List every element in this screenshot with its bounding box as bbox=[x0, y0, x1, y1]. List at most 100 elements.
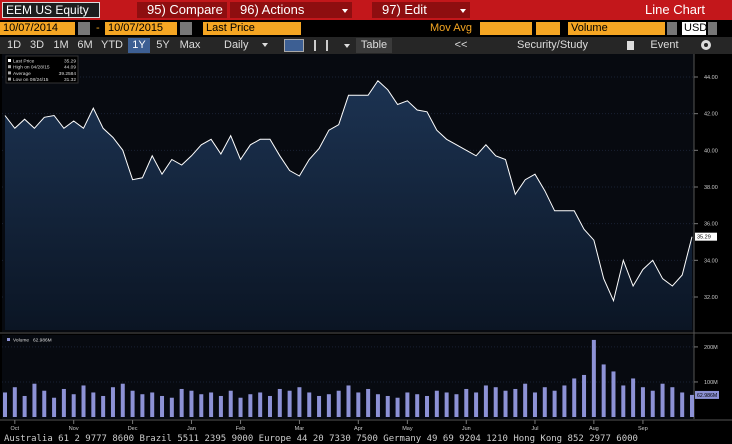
volume-bar bbox=[532, 392, 537, 417]
volume-bar bbox=[307, 392, 312, 417]
volume-bar bbox=[591, 339, 596, 417]
volume-bar bbox=[248, 394, 253, 417]
legend-value: 39.2584 bbox=[59, 71, 77, 77]
volume-bar bbox=[267, 395, 272, 417]
volume-bar bbox=[346, 385, 351, 417]
volume-bar bbox=[474, 392, 479, 417]
legend-value: 31.32 bbox=[64, 77, 76, 83]
volume-bar bbox=[101, 395, 106, 417]
dropdown-icon[interactable] bbox=[708, 22, 717, 35]
volume-bar bbox=[61, 388, 66, 417]
x-tick-label: Feb bbox=[236, 426, 245, 432]
calendar-icon[interactable] bbox=[180, 22, 192, 35]
event-button[interactable]: Event bbox=[650, 39, 679, 51]
bar-chart-icon[interactable] bbox=[314, 40, 328, 51]
y-tick-label: 40.00 bbox=[704, 148, 718, 154]
title-bar bbox=[0, 0, 732, 20]
period-button[interactable]: 1D bbox=[6, 39, 22, 51]
volume-bar bbox=[385, 395, 390, 417]
back-button[interactable]: << bbox=[454, 39, 468, 51]
dropdown-arrow bbox=[460, 9, 466, 13]
footer: Australia 61 2 9777 8600 Brazil 5511 239… bbox=[4, 434, 638, 444]
x-tick-label: Jan bbox=[187, 426, 196, 432]
y-tick-label: 34.00 bbox=[704, 258, 718, 264]
volume-bar bbox=[238, 397, 243, 417]
volume-bar bbox=[32, 383, 37, 417]
period-button[interactable]: YTD bbox=[101, 39, 123, 51]
period-button[interactable]: 1Y bbox=[128, 38, 150, 53]
legend-swatch bbox=[8, 77, 11, 81]
x-tick-label: Apr bbox=[354, 426, 363, 432]
price-field[interactable]: Last Price bbox=[203, 22, 301, 35]
volume-bar bbox=[169, 397, 174, 417]
legend-label: Average bbox=[13, 71, 31, 77]
volume-bar bbox=[542, 387, 547, 417]
legend-box bbox=[5, 55, 79, 84]
volume-bar bbox=[317, 395, 322, 417]
mov-avg-field[interactable] bbox=[480, 22, 532, 35]
last-price-label: 35.29 bbox=[697, 235, 711, 241]
period-button[interactable]: 3D bbox=[29, 39, 45, 51]
x-tick-label: Jun bbox=[462, 426, 471, 432]
volume-bar bbox=[650, 390, 655, 417]
volume-bar bbox=[110, 387, 115, 417]
legend-value: 44.09 bbox=[64, 65, 76, 71]
last-volume-tag bbox=[695, 390, 719, 399]
table-button[interactable]: Table bbox=[356, 38, 392, 53]
volume-bar bbox=[405, 392, 410, 417]
volume-bar bbox=[582, 374, 587, 417]
volume-bar bbox=[660, 383, 665, 417]
volume-bar bbox=[91, 392, 96, 417]
currency-field[interactable]: USD bbox=[682, 22, 708, 35]
volume-bar bbox=[209, 392, 214, 417]
legend-swatch bbox=[8, 59, 11, 62]
actions-button[interactable]: 96) Actions bbox=[230, 2, 352, 18]
compare-button[interactable]: 95) Compare bbox=[137, 2, 227, 18]
end-date[interactable]: 10/07/2015 bbox=[105, 22, 177, 35]
volume-bar bbox=[513, 388, 518, 417]
y-tick-label: 44.00 bbox=[704, 75, 718, 81]
dropdown-icon[interactable] bbox=[667, 22, 677, 35]
study-field[interactable]: Volume bbox=[568, 22, 665, 35]
last-volume-label: 62.986M bbox=[697, 393, 717, 399]
period-button[interactable]: 6M bbox=[77, 39, 93, 51]
volume-bar bbox=[81, 385, 86, 417]
security-study-button[interactable]: Security/Study bbox=[517, 39, 588, 51]
period-button[interactable]: 5Y bbox=[156, 39, 170, 51]
volume-bar bbox=[690, 394, 694, 417]
start-date[interactable]: 10/07/2014 bbox=[0, 22, 75, 35]
edit-label: 97) Edit bbox=[382, 2, 427, 17]
volume-bar bbox=[258, 392, 263, 417]
volume-bar bbox=[160, 395, 165, 417]
line-chart-icon[interactable] bbox=[284, 39, 304, 52]
date-separator: - bbox=[96, 22, 100, 34]
volume-bar bbox=[493, 387, 498, 417]
volume-bar bbox=[199, 394, 204, 417]
volume-bar bbox=[228, 390, 233, 417]
settings-icon[interactable] bbox=[701, 40, 711, 50]
volume-bar bbox=[425, 395, 430, 417]
frequency-button[interactable]: Daily bbox=[224, 38, 274, 53]
volume-bar bbox=[150, 392, 155, 417]
edit-button[interactable]: 97) Edit bbox=[372, 2, 470, 18]
legend-swatch bbox=[8, 65, 11, 69]
volume-bar bbox=[611, 371, 616, 417]
x-tick-label: Nov bbox=[69, 426, 79, 432]
volume-bar bbox=[483, 385, 488, 417]
volume-bar bbox=[326, 394, 331, 417]
mov-avg-field[interactable] bbox=[536, 22, 560, 35]
y-tick-label: 38.00 bbox=[704, 185, 718, 191]
period-button[interactable]: Max bbox=[179, 39, 201, 51]
flag-icon bbox=[627, 41, 634, 50]
calendar-icon[interactable] bbox=[78, 22, 90, 35]
volume-bar bbox=[503, 390, 508, 417]
x-tick-label: Aug bbox=[589, 426, 599, 432]
period-button[interactable]: 1M bbox=[53, 39, 69, 51]
volume-bar bbox=[120, 383, 125, 417]
security-field[interactable]: EEM US Equity bbox=[2, 2, 100, 18]
price-area bbox=[5, 80, 692, 330]
volume-bar bbox=[601, 364, 606, 417]
volume-bar bbox=[71, 394, 76, 417]
volume-bar bbox=[631, 378, 636, 417]
